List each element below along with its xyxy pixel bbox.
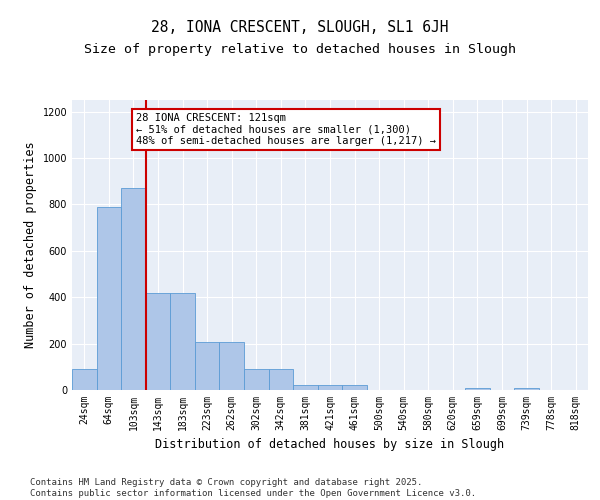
Bar xyxy=(465,388,490,390)
Bar xyxy=(244,369,269,390)
Bar xyxy=(121,188,146,390)
Bar xyxy=(195,342,220,390)
X-axis label: Distribution of detached houses by size in Slough: Distribution of detached houses by size … xyxy=(155,438,505,452)
Bar xyxy=(342,386,367,390)
Bar xyxy=(97,206,121,390)
Bar xyxy=(146,292,170,390)
Bar xyxy=(318,385,342,390)
Bar xyxy=(170,292,195,390)
Y-axis label: Number of detached properties: Number of detached properties xyxy=(24,142,37,348)
Text: 28, IONA CRESCENT, SLOUGH, SL1 6JH: 28, IONA CRESCENT, SLOUGH, SL1 6JH xyxy=(151,20,449,35)
Bar xyxy=(269,369,293,390)
Text: Size of property relative to detached houses in Slough: Size of property relative to detached ho… xyxy=(84,42,516,56)
Text: 28 IONA CRESCENT: 121sqm
← 51% of detached houses are smaller (1,300)
48% of sem: 28 IONA CRESCENT: 121sqm ← 51% of detach… xyxy=(136,113,436,146)
Bar xyxy=(72,369,97,390)
Text: Contains HM Land Registry data © Crown copyright and database right 2025.
Contai: Contains HM Land Registry data © Crown c… xyxy=(30,478,476,498)
Bar xyxy=(220,342,244,390)
Bar xyxy=(514,388,539,390)
Bar xyxy=(293,385,318,390)
